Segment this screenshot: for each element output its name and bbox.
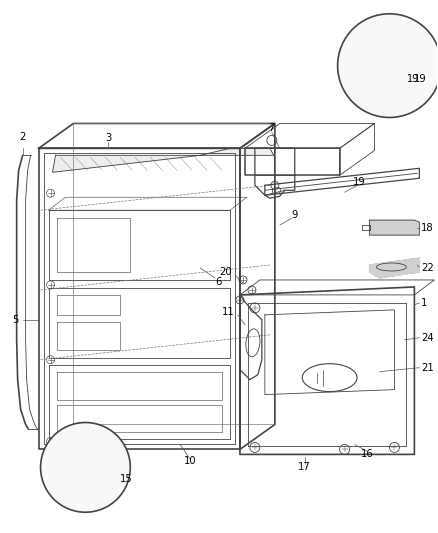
Text: 7: 7 bbox=[268, 124, 275, 133]
Text: 20: 20 bbox=[219, 267, 232, 277]
Text: 19: 19 bbox=[353, 177, 366, 187]
Text: 2: 2 bbox=[19, 132, 26, 142]
Text: 17: 17 bbox=[298, 462, 311, 472]
Text: 22: 22 bbox=[421, 263, 434, 273]
Text: 19: 19 bbox=[413, 74, 426, 84]
Text: 16: 16 bbox=[361, 449, 374, 459]
Polygon shape bbox=[370, 258, 419, 278]
Text: 15: 15 bbox=[120, 474, 133, 484]
Text: 10: 10 bbox=[184, 456, 196, 466]
Text: 21: 21 bbox=[421, 362, 434, 373]
Text: 1: 1 bbox=[421, 298, 428, 308]
Circle shape bbox=[338, 14, 438, 117]
Text: 19: 19 bbox=[407, 74, 420, 84]
Circle shape bbox=[41, 423, 130, 512]
Text: 5: 5 bbox=[12, 315, 19, 325]
Polygon shape bbox=[370, 220, 419, 235]
Text: 24: 24 bbox=[421, 333, 434, 343]
Text: 9: 9 bbox=[292, 210, 298, 220]
Text: 3: 3 bbox=[105, 133, 112, 143]
Polygon shape bbox=[53, 148, 274, 172]
Text: 11: 11 bbox=[222, 307, 235, 317]
Text: 18: 18 bbox=[421, 223, 434, 233]
Text: 6: 6 bbox=[215, 277, 221, 287]
